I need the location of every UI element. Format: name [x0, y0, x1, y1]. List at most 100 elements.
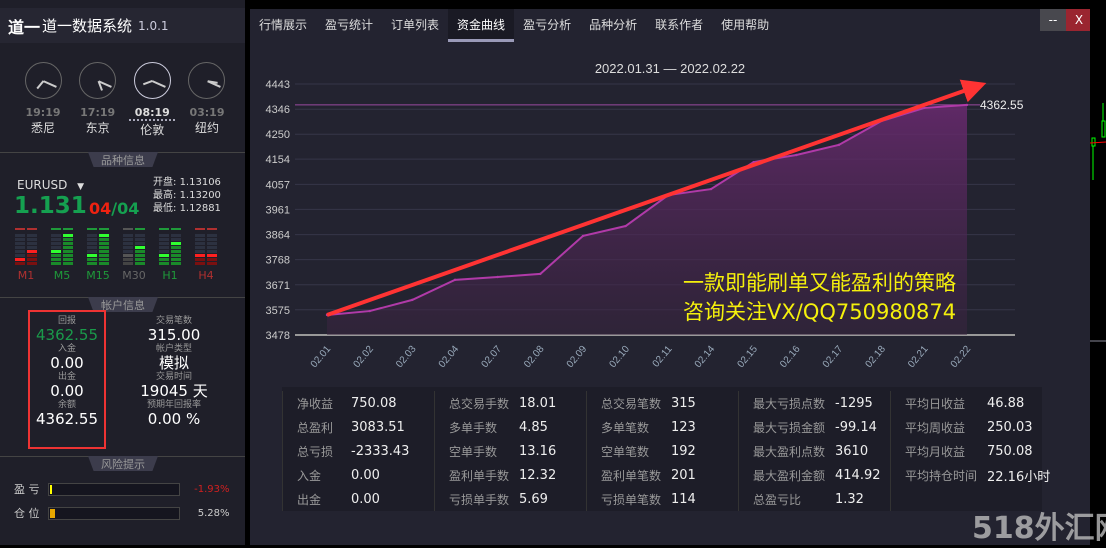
strength-segment — [207, 250, 217, 253]
tab-3[interactable]: 资金曲线 — [448, 9, 515, 42]
x-tick-label: 02.11 — [651, 344, 675, 370]
stat-label: 空单笔数 — [601, 444, 650, 459]
data-point-02.07 — [496, 275, 499, 279]
account-right: 交易笔数 315.00 帐户类型 模拟 交易时间 19045 天预期年回报率 0.00 % — [124, 316, 224, 428]
strength-column — [195, 228, 205, 265]
strength-segment — [27, 262, 37, 265]
strength-segment — [123, 246, 133, 249]
timeframe-M1[interactable]: M1 — [14, 228, 38, 282]
account-left: 回报 4362.55 入金 0.00 出金 0.00 余额 4362.55 — [17, 316, 117, 428]
main-tabs: 行情展示 盈亏统计 订单列表 资金曲线 盈亏分析 品种分析 联系作者 使用帮助 — [250, 9, 779, 42]
equity-area — [327, 104, 967, 335]
y-tick-label: 4250 — [266, 129, 290, 141]
strength-segment — [87, 238, 97, 241]
clock-icon — [24, 62, 62, 99]
strength-segment — [123, 234, 133, 237]
tab-4[interactable]: 盈亏分析 — [523, 18, 572, 32]
risk-row: 盈 亏 -1.93% — [14, 481, 230, 497]
strength-segment — [171, 238, 181, 241]
strength-column — [51, 228, 61, 265]
tab-7[interactable]: 使用帮助 — [721, 18, 770, 32]
strength-columns — [194, 228, 218, 265]
stat-row: 最大亏损金额 -99.14 — [753, 415, 890, 439]
risk-bar — [47, 482, 180, 496]
x-tick-label: 02.04 — [437, 344, 462, 371]
tab-6[interactable]: 联系作者 — [655, 18, 704, 32]
stats-column: 平均日收益 46.88 平均周收益 250.03 平均月收益 750.08 平均持仓时间 22… — [890, 391, 1050, 511]
timeframe-H1[interactable]: H1 — [158, 228, 182, 282]
stat-row: 多单笔数 123 — [601, 415, 738, 439]
tab-1[interactable]: 盈亏统计 — [325, 18, 374, 32]
strength-segment — [123, 238, 133, 241]
clock-icon — [133, 62, 171, 99]
minimize-button[interactable]: -- — [1040, 9, 1066, 31]
timeframe-M5[interactable]: M5 — [50, 228, 74, 282]
highlight-box — [28, 310, 106, 449]
clock-2: 08:19 伦敦 — [129, 62, 176, 138]
tab-5[interactable]: 品种分析 — [589, 18, 638, 32]
equity-chart: 2022.01.31 — 2022.02.22 4443 4346 4250 4154 4… — [250, 49, 1090, 545]
app-header: 道一 道一数据系统 1.0.1 — [0, 8, 245, 43]
account-value: 315.00 — [147, 326, 201, 344]
clock-time: 08:19 — [129, 106, 176, 121]
data-point-02.21 — [923, 106, 926, 110]
clock-city: 伦敦 — [140, 123, 165, 137]
stat-label: 空单手数 — [449, 444, 498, 459]
strength-top — [207, 228, 217, 230]
tab-0[interactable]: 行情展示 — [259, 18, 308, 32]
timeframe-H4[interactable]: H4 — [194, 228, 218, 282]
strength-segment — [15, 242, 25, 245]
section-title: 品种信息 — [88, 152, 158, 167]
strength-column — [135, 228, 145, 265]
strength-segment — [15, 254, 25, 257]
data-point-02.16 — [795, 153, 798, 157]
strength-segment — [51, 250, 61, 253]
stat-value: -99.14 — [835, 419, 877, 435]
stat-label: 平均持仓时间 — [905, 468, 978, 483]
stat-label: 亏损单手数 — [449, 492, 510, 507]
close-button[interactable]: X — [1066, 9, 1092, 31]
symbol-selector[interactable]: EURUSD ▼ — [17, 178, 84, 192]
strength-segment — [15, 258, 25, 261]
stat-label: 最大亏损金额 — [753, 420, 826, 435]
stat-row: 最大盈利金额 414.92 — [753, 463, 890, 487]
risk-fill — [49, 508, 55, 518]
stat-row: 平均日收益 46.88 — [905, 391, 1042, 415]
strength-segment — [123, 258, 133, 261]
stats-column: 总交易笔数 315 多单笔数 123 空单笔数 192 盈利单笔数 201 亏损单笔数 114 — [586, 391, 738, 511]
stat-value: 12.32 — [519, 467, 557, 483]
data-point-02.02 — [368, 309, 371, 313]
data-point-02.09 — [581, 234, 585, 238]
account-value: 4362.55 — [35, 410, 99, 428]
strength-segment — [99, 262, 109, 265]
strength-segment — [87, 250, 97, 253]
watermark: 518外汇网 — [972, 511, 1106, 546]
strength-segment — [123, 262, 133, 265]
clock-0: 19:19 悉尼 — [20, 62, 66, 138]
timeframe-M15[interactable]: M15 — [86, 228, 110, 282]
strength-segment — [207, 234, 217, 237]
strength-segment — [99, 238, 109, 241]
strength-segment — [27, 246, 37, 249]
tab-2[interactable]: 订单列表 — [391, 18, 440, 32]
stat-value: 3083.51 — [351, 419, 405, 435]
strength-segment — [135, 234, 145, 237]
stat-label: 盈利单笔数 — [601, 468, 662, 483]
strength-columns — [86, 228, 110, 265]
app-logo: 道一 — [8, 17, 41, 37]
ratio-sep: / — [111, 199, 118, 218]
strength-segment — [15, 262, 25, 265]
timeframe-M30[interactable]: M30 — [122, 228, 146, 282]
stat-label: 最大盈利金额 — [753, 468, 826, 483]
x-tick-label: 02.02 — [351, 344, 376, 371]
strength-segment — [99, 250, 109, 253]
stat-label: 总交易手数 — [449, 396, 510, 411]
stat-label: 最大盈利点数 — [753, 444, 826, 459]
left-panel: 道一 道一数据系统 1.0.1 19:19 悉尼 17:19 东京 08:19 伦敦 03:… — [0, 0, 245, 545]
high-label: 最高: — [153, 190, 177, 201]
strength-segment — [51, 242, 61, 245]
stat-label: 最大亏损点数 — [753, 396, 826, 411]
world-clocks: 19:19 悉尼 17:19 东京 08:19 伦敦 03:19 纽约 — [20, 62, 230, 138]
stat-value: 315 — [671, 395, 696, 411]
strength-segment — [63, 258, 73, 261]
